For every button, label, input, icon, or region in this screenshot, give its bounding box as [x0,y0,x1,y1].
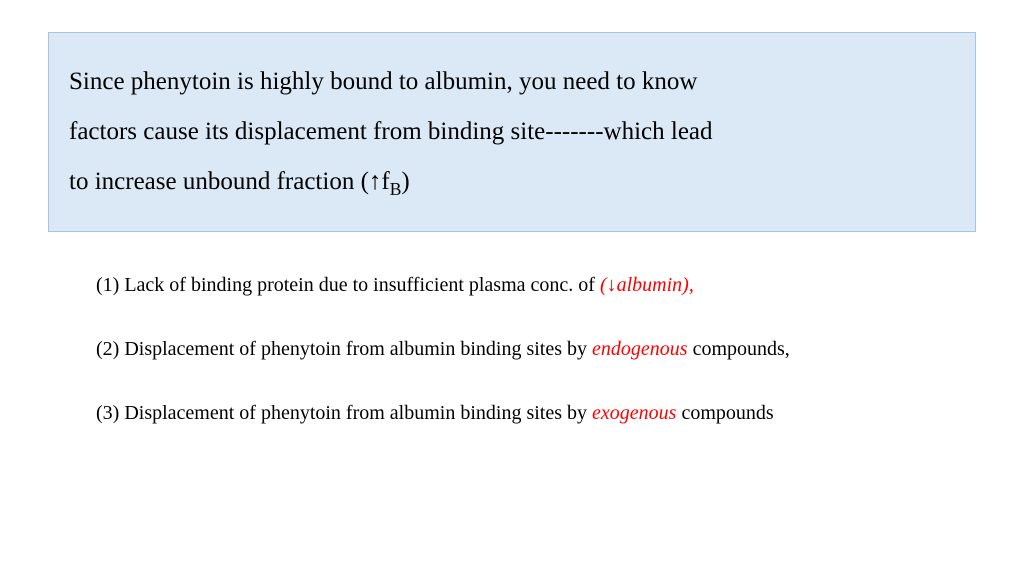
header-line3-b: ) [401,168,409,195]
item-highlight: endogenous [592,338,688,360]
item-suffix: compounds, [688,338,790,360]
item-suffix: compounds [676,402,773,424]
header-line3-a: to increase unbound fraction (↑f [69,168,390,195]
item-prefix: (2) Displacement of phenytoin from album… [96,338,592,360]
header-line1: Since phenytoin is highly bound to album… [69,68,697,95]
list-item: (2) Displacement of phenytoin from album… [96,334,956,364]
item-highlight: exogenous [592,402,676,424]
header-line2: factors cause its displacement from bind… [69,118,713,145]
item-prefix: (1) Lack of binding protein due to insuf… [96,274,600,296]
factor-list: (1) Lack of binding protein due to insuf… [48,270,976,428]
header-box: Since phenytoin is highly bound to album… [48,32,976,232]
item-prefix: (3) Displacement of phenytoin from album… [96,402,592,424]
list-item: (1) Lack of binding protein due to insuf… [96,270,956,300]
header-subscript: B [390,179,402,199]
item-highlight: (↓albumin), [600,274,694,296]
list-item: (3) Displacement of phenytoin from album… [96,398,956,428]
slide-container: Since phenytoin is highly bound to album… [0,0,1024,576]
